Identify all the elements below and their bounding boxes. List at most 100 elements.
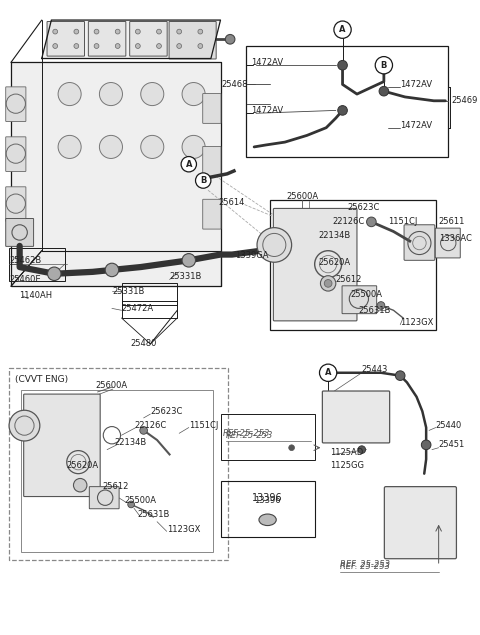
Bar	[9, 248, 65, 281]
Circle shape	[182, 83, 205, 105]
Circle shape	[94, 29, 99, 34]
FancyBboxPatch shape	[6, 218, 34, 246]
Circle shape	[396, 371, 405, 380]
Circle shape	[377, 302, 385, 309]
Circle shape	[53, 29, 58, 34]
Text: B: B	[381, 61, 387, 70]
Text: 1339GA: 1339GA	[235, 251, 268, 260]
Circle shape	[105, 263, 119, 277]
Text: 25460E: 25460E	[9, 275, 41, 284]
Circle shape	[358, 446, 366, 453]
Text: 25472A: 25472A	[121, 304, 154, 313]
Text: 1123GX: 1123GX	[400, 318, 433, 327]
Text: 25331B: 25331B	[112, 286, 144, 295]
Text: 22134B: 22134B	[319, 231, 351, 240]
Bar	[246, 46, 448, 157]
Circle shape	[141, 83, 164, 105]
Text: REF.25-253: REF.25-253	[226, 431, 274, 439]
FancyBboxPatch shape	[169, 22, 216, 59]
Text: 1125GG: 1125GG	[330, 462, 364, 471]
Text: 1125AD: 1125AD	[330, 448, 363, 457]
Text: 1336AC: 1336AC	[439, 234, 471, 243]
Text: (CVVT ENG): (CVVT ENG)	[15, 375, 68, 384]
FancyBboxPatch shape	[203, 147, 221, 177]
Circle shape	[338, 105, 348, 115]
FancyBboxPatch shape	[273, 208, 357, 321]
Circle shape	[182, 135, 205, 159]
Text: 25500A: 25500A	[124, 496, 156, 505]
Bar	[220, 481, 315, 537]
Circle shape	[375, 57, 393, 74]
Text: 1472AV: 1472AV	[400, 80, 432, 89]
Text: 25620A: 25620A	[319, 258, 351, 267]
Circle shape	[53, 44, 58, 48]
Circle shape	[135, 29, 140, 34]
Text: 25600A: 25600A	[96, 381, 128, 390]
Circle shape	[198, 29, 203, 34]
Text: 25620A: 25620A	[67, 462, 99, 471]
Text: 25631B: 25631B	[138, 509, 170, 519]
Text: 25623C: 25623C	[348, 203, 380, 212]
Text: REF. 25-253: REF. 25-253	[340, 561, 390, 570]
Text: 25469: 25469	[451, 97, 478, 105]
Circle shape	[334, 21, 351, 38]
FancyBboxPatch shape	[24, 394, 100, 497]
Text: 25480: 25480	[131, 340, 157, 349]
Text: 1151CJ: 1151CJ	[388, 217, 417, 227]
Circle shape	[225, 34, 235, 44]
Text: 25443: 25443	[362, 365, 388, 375]
Circle shape	[141, 135, 164, 159]
FancyBboxPatch shape	[47, 22, 84, 56]
Text: 22126C: 22126C	[134, 421, 166, 430]
Circle shape	[177, 29, 181, 34]
Circle shape	[140, 427, 147, 434]
FancyBboxPatch shape	[6, 87, 26, 121]
Circle shape	[74, 44, 79, 48]
Text: 25623C: 25623C	[150, 406, 183, 416]
Bar	[121, 283, 177, 305]
Circle shape	[58, 83, 81, 105]
Bar	[21, 390, 213, 552]
Text: 1472AV: 1472AV	[400, 121, 432, 130]
FancyBboxPatch shape	[6, 137, 26, 171]
Circle shape	[324, 279, 332, 287]
Text: 1472AV: 1472AV	[251, 58, 283, 67]
Text: 1123GX: 1123GX	[167, 525, 200, 534]
Bar	[121, 301, 177, 318]
Text: REF.25-253: REF.25-253	[222, 429, 270, 438]
Text: 25440: 25440	[436, 421, 462, 430]
Text: 25331B: 25331B	[169, 272, 202, 281]
Text: B: B	[200, 176, 206, 185]
Polygon shape	[11, 62, 220, 286]
Circle shape	[198, 44, 203, 48]
Circle shape	[379, 86, 389, 96]
Ellipse shape	[259, 514, 276, 526]
FancyBboxPatch shape	[384, 486, 456, 559]
Circle shape	[257, 227, 292, 262]
Circle shape	[195, 173, 211, 188]
FancyBboxPatch shape	[88, 22, 126, 56]
Circle shape	[115, 44, 120, 48]
FancyBboxPatch shape	[171, 22, 208, 56]
Text: 25462B: 25462B	[9, 256, 41, 265]
Text: 25611: 25611	[439, 217, 465, 227]
Circle shape	[58, 135, 81, 159]
Circle shape	[156, 44, 161, 48]
Circle shape	[128, 501, 134, 508]
Bar	[270, 200, 436, 330]
Text: 22134B: 22134B	[115, 438, 147, 448]
Text: 22126C: 22126C	[332, 217, 364, 227]
Circle shape	[48, 267, 61, 281]
Circle shape	[177, 44, 181, 48]
FancyBboxPatch shape	[203, 93, 221, 123]
Circle shape	[99, 83, 122, 105]
Text: 25631B: 25631B	[359, 306, 391, 315]
Text: REF. 25-253: REF. 25-253	[340, 563, 390, 572]
Text: 25600A: 25600A	[286, 192, 318, 201]
Circle shape	[73, 478, 87, 492]
Circle shape	[156, 29, 161, 34]
Text: A: A	[339, 25, 346, 34]
Text: 25500A: 25500A	[350, 290, 382, 300]
Circle shape	[181, 157, 196, 172]
Circle shape	[320, 364, 337, 382]
